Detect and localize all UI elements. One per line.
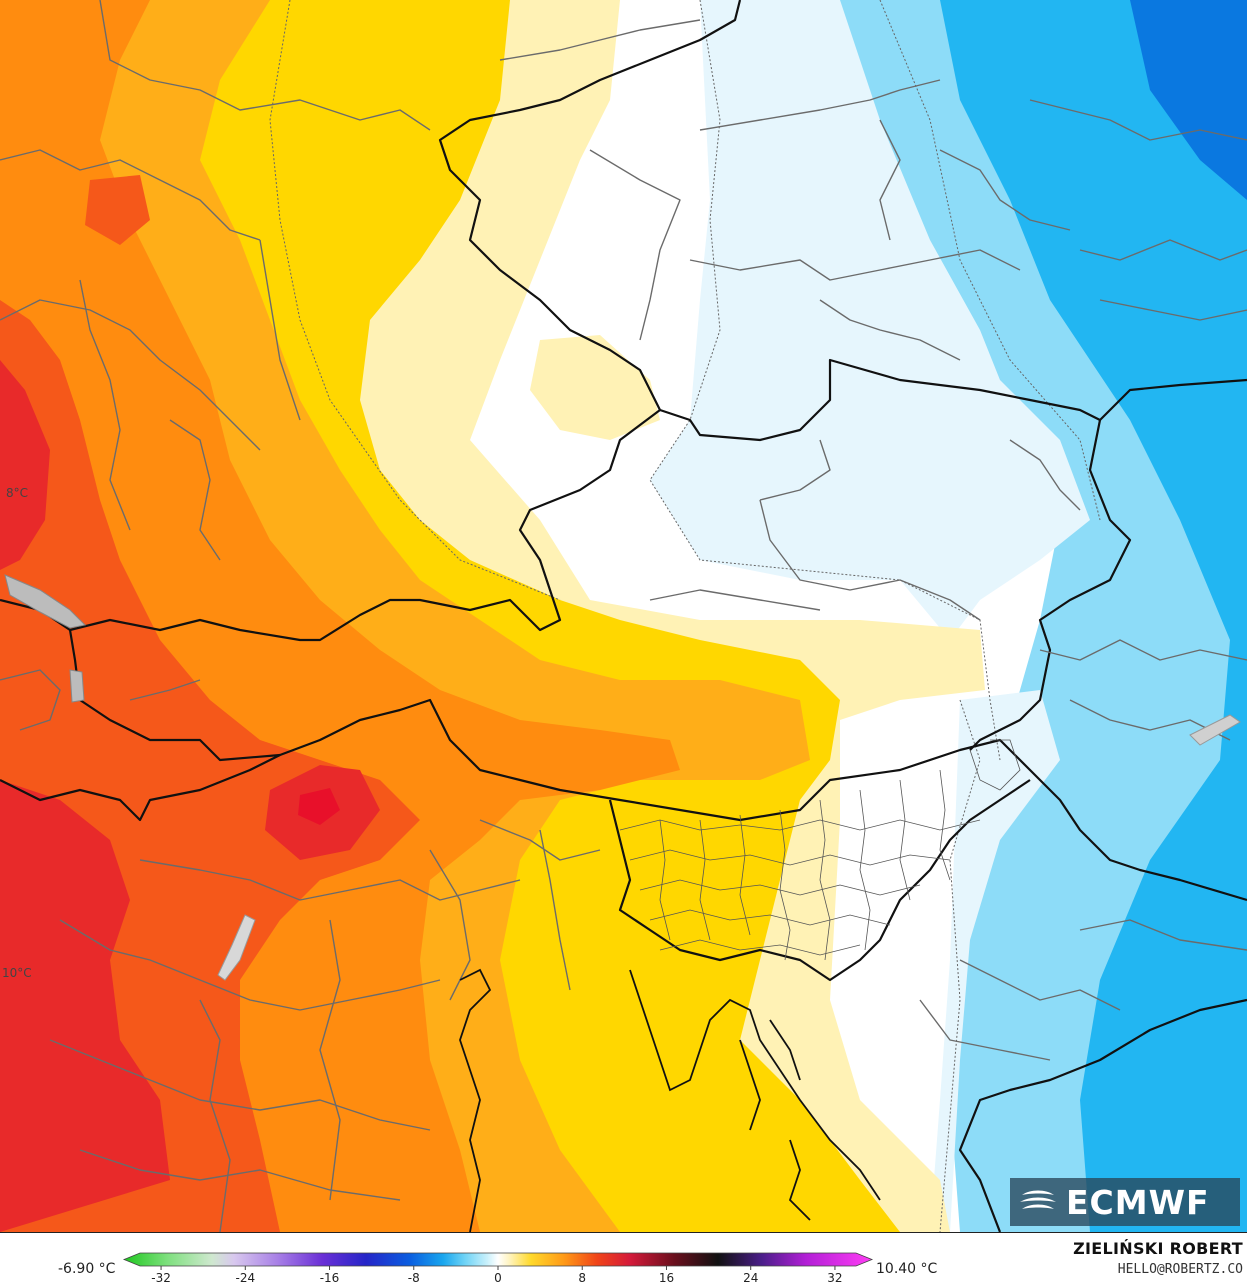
ecmwf-logo-icon	[1010, 1178, 1066, 1226]
field-cold-mid	[940, 0, 1247, 1232]
scale-tick-label: 8	[578, 1271, 586, 1285]
scale-tick-label: 16	[659, 1271, 674, 1285]
legend-max-value: 10.40 °C	[876, 1261, 938, 1277]
legend-footer: -6.90 °C -32 -24 -16 -8 0 8 16 24 32 10.40 °C ZI…	[0, 1233, 1247, 1287]
field-orange-red-2	[85, 175, 150, 245]
field-yellow	[100, 0, 900, 1232]
ecmwf-badge: ECMWF	[1010, 1178, 1240, 1226]
scale-tick-label: 32	[827, 1271, 842, 1285]
isotherm-lines	[269, 0, 1101, 1232]
coastline	[459, 968, 881, 1232]
color-scale-bar: -32 -24 -16 -8 0 8 16 24 32	[122, 1252, 874, 1285]
scale-tick-label: -32	[151, 1271, 171, 1285]
field-light-blue	[650, 0, 1090, 640]
scale-tick-label: 24	[743, 1271, 758, 1285]
map-canvas	[0, 0, 1247, 1232]
field-red	[0, 360, 50, 570]
scale-tick-label: -24	[235, 1271, 255, 1285]
field-red-2	[0, 780, 170, 1232]
author-email: HELLO@ROBERTZ.CO	[1117, 1262, 1243, 1277]
scale-tick-label: 0	[494, 1271, 502, 1285]
scale-tick-label: -8	[408, 1271, 420, 1285]
field-red-core	[298, 788, 340, 825]
color-scale-gradient	[122, 1252, 874, 1267]
temperature-map: 8°C 10°C ECMWF	[0, 0, 1247, 1233]
author-name: ZIELIŃSKI ROBERT	[1073, 1239, 1243, 1258]
regional-borders	[0, 0, 1247, 1232]
municipal-borders	[619, 739, 1021, 961]
country-borders	[0, 0, 1247, 1232]
ecmwf-logo-text: ECMWF	[1066, 1182, 1210, 1222]
field-cold-dark	[1130, 0, 1247, 200]
legend-min-value: -6.90 °C	[58, 1261, 116, 1277]
lakes	[4, 574, 1241, 981]
scale-tick-label: -16	[320, 1271, 340, 1285]
isotherm-label-8: 8°C	[6, 486, 29, 500]
isotherm-label-10: 10°C	[2, 966, 32, 980]
field-light-blue-south	[930, 690, 1060, 1232]
